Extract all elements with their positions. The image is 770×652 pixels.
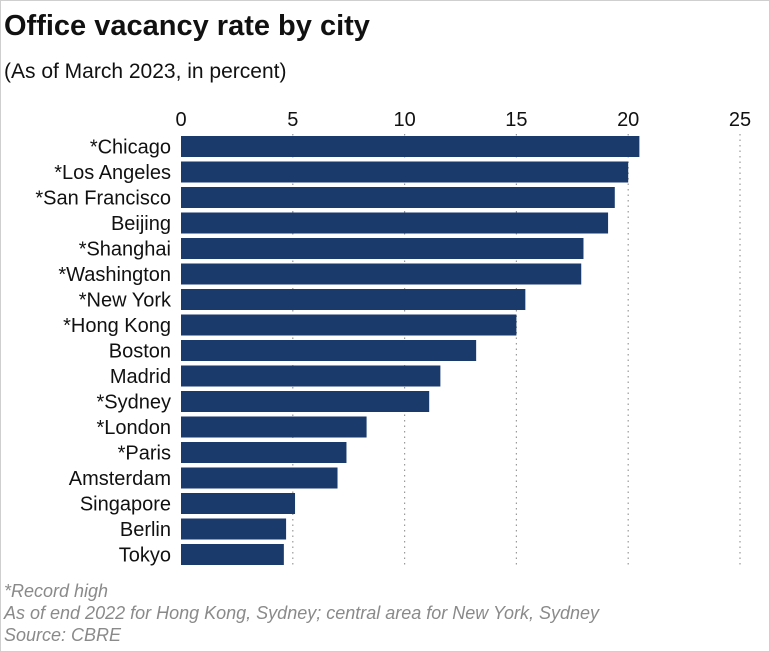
bars — [181, 136, 640, 565]
bar — [181, 263, 582, 285]
category-label: Berlin — [120, 519, 171, 541]
category-label: Madrid — [110, 366, 171, 388]
bar — [181, 442, 347, 463]
bar — [181, 544, 284, 565]
bar — [181, 340, 477, 361]
bar — [181, 416, 367, 438]
bar — [181, 238, 584, 259]
bar — [181, 518, 287, 540]
category-label: *Los Angeles — [54, 162, 171, 184]
category-label: Boston — [109, 341, 171, 363]
category-label: *San Francisco — [35, 188, 171, 210]
category-labels: *Chicago *Los Angeles *San Francisco Beijin… — [35, 137, 172, 567]
bar — [181, 289, 526, 310]
category-label: Singapore — [80, 494, 171, 516]
bar — [181, 365, 441, 387]
category-label: *Sydney — [97, 392, 172, 414]
note-record-high: *Record high — [4, 581, 109, 601]
chart-subtitle: (As of March 2023, in percent) — [4, 60, 287, 83]
bar — [181, 493, 296, 514]
bar — [181, 161, 629, 183]
category-label: *London — [96, 417, 171, 439]
x-axis-ticks: 0 5 10 15 20 25 — [175, 109, 751, 131]
category-label: *Shanghai — [79, 239, 171, 261]
note-dates: As of end 2022 for Hong Kong, Sydney; ce… — [4, 603, 600, 623]
bar — [181, 467, 338, 489]
chart-notes: *Record high As of end 2022 for Hong Kon… — [4, 580, 599, 646]
chart-title: Office vacancy rate by city — [4, 10, 370, 42]
bar — [181, 136, 640, 157]
bar — [181, 187, 615, 208]
x-tick-label: 15 — [505, 109, 527, 131]
bar — [181, 314, 517, 336]
x-tick-label: 20 — [617, 109, 639, 131]
x-tick-label: 5 — [287, 109, 298, 131]
category-label: *Chicago — [90, 137, 171, 159]
x-tick-label: 25 — [729, 109, 751, 131]
x-tick-label: 10 — [393, 109, 415, 131]
bar — [181, 391, 430, 412]
category-label: *Hong Kong — [63, 315, 171, 337]
category-label: *Paris — [118, 443, 171, 465]
note-source: Source: CBRE — [4, 625, 122, 645]
category-label: Beijing — [111, 213, 171, 235]
category-label: Tokyo — [119, 545, 171, 567]
category-label: *Washington — [58, 264, 171, 286]
category-label: *New York — [79, 290, 172, 312]
category-label: Amsterdam — [69, 468, 171, 490]
x-tick-label: 0 — [175, 109, 186, 131]
bar — [181, 212, 609, 234]
